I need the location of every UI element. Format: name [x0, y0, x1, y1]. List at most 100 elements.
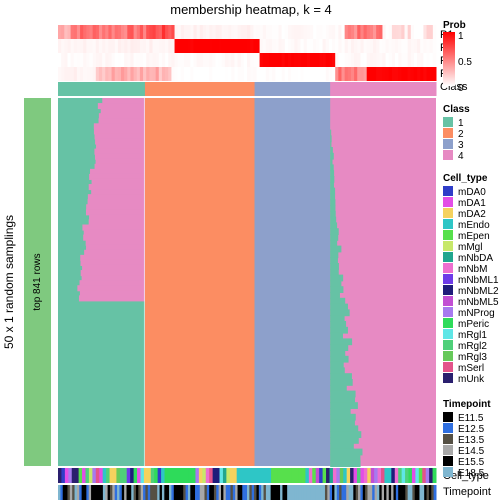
prob-cell: [281, 25, 286, 39]
legend-swatch-timepoint: [443, 467, 453, 477]
prob-cell: [259, 53, 264, 67]
cell-type-cell: [137, 468, 141, 483]
cell-type-cell: [274, 468, 279, 483]
cell-type-cell: [319, 468, 324, 483]
prob-cell: [357, 39, 361, 53]
prob-cell: [237, 39, 242, 53]
prob-cell: [61, 39, 65, 53]
row-group-bar: [24, 98, 51, 466]
heatmap-row-slice: [330, 158, 333, 166]
cell-type-cell: [178, 468, 183, 483]
heatmap-row-slice: [330, 129, 332, 137]
heatmap-row-slice: [80, 270, 145, 277]
cell-type-cell: [205, 468, 210, 483]
prob-cell: [234, 53, 239, 67]
prob-cell: [83, 67, 87, 81]
heatmap-row-slice: [330, 448, 363, 456]
cell-type-cell: [322, 468, 327, 483]
timepoint-cell: [282, 485, 286, 500]
prob-cell: [247, 39, 251, 53]
timepoint-cell: [225, 485, 229, 500]
cell-type-cell: [253, 468, 258, 483]
heatmap-row-slice: [330, 205, 336, 212]
prob-cell: [325, 25, 330, 39]
prob-cell: [171, 67, 176, 81]
legend-swatch-cell-type: [443, 252, 453, 262]
legend-swatch-timepoint: [443, 412, 453, 422]
timepoint-cell: [322, 485, 326, 500]
cell-type-cell: [88, 468, 93, 483]
timepoint-cell: [60, 485, 64, 500]
prob-cell: [234, 67, 239, 81]
timepoint-cell: [398, 485, 402, 500]
prob-cell: [369, 25, 374, 39]
prob-cell: [174, 25, 179, 39]
cell-type-cell: [161, 468, 166, 483]
timepoint-cell: [379, 485, 383, 500]
prob-cell: [224, 67, 229, 81]
timepoint-cell: [332, 485, 335, 500]
prob-cell: [124, 39, 128, 53]
timepoint-cell: [185, 485, 189, 500]
prob-cell: [149, 53, 153, 67]
cell-type-cell: [387, 468, 392, 483]
heatmap-row-slice: [330, 274, 344, 282]
prob-cell: [114, 39, 119, 53]
cell-type-cell: [408, 468, 413, 483]
timepoint-cell: [221, 485, 224, 500]
prob-cell: [322, 39, 327, 53]
prob-cell: [354, 67, 358, 81]
legend-label-timepoint: E18.5: [458, 468, 485, 479]
cell-type-cell: [277, 468, 282, 483]
timepoint-cell: [98, 485, 102, 500]
prob-cell: [95, 67, 100, 81]
cell-type-cell: [192, 468, 196, 483]
cell-type-cell: [339, 468, 344, 483]
timepoint-cell: [138, 485, 142, 500]
prob-cell: [420, 25, 424, 39]
cell-type-cell: [92, 468, 97, 483]
cell-type-cell: [381, 468, 385, 483]
prob-cell: [423, 53, 428, 67]
cell-type-cell: [295, 468, 300, 483]
timepoint-cell: [76, 485, 80, 500]
legend-label-class: 3: [458, 140, 464, 151]
prob-cell: [332, 39, 336, 53]
legend-label-cell-type: mNbML5: [458, 297, 499, 308]
heatmap-row-slice: [98, 118, 145, 125]
heatmap-row-slice: [81, 275, 145, 282]
heatmap-row-slice: [330, 390, 356, 398]
cell-type-cell: [112, 468, 117, 483]
prob-cell: [117, 67, 122, 81]
prob-cell: [265, 39, 270, 53]
legend-label-timepoint: E15.5: [458, 457, 485, 468]
prob-cell: [127, 25, 131, 39]
prob-tick-label: 1: [458, 31, 464, 42]
heatmap-row-slice: [98, 113, 145, 120]
legend-swatch-timepoint: [443, 456, 453, 466]
prob-cell: [369, 67, 374, 81]
timepoint-cell: [223, 485, 227, 500]
prob-cell: [300, 53, 305, 67]
cell-type-cell: [150, 468, 155, 483]
legend-swatch-cell-type: [443, 285, 453, 295]
cell-type-cell: [58, 468, 62, 483]
timepoint-cell: [147, 485, 151, 500]
prob-cell: [224, 53, 229, 67]
heatmap-row-slice: [78, 295, 145, 302]
prob-color-bar: [443, 32, 455, 86]
timepoint-cell: [202, 485, 205, 500]
prob-cell: [363, 39, 368, 53]
prob-cell: [316, 39, 320, 53]
timepoint-cell: [291, 485, 295, 500]
legend-label-class: 2: [458, 129, 464, 140]
prob-cell: [341, 53, 346, 67]
prob-cell: [322, 25, 327, 39]
cell-type-cell: [291, 468, 296, 483]
class-segment-2: [144, 82, 256, 96]
timepoint-cell: [421, 485, 425, 500]
prob-cell: [335, 39, 339, 53]
heatmap-row-slice: [80, 254, 145, 261]
prob-cell: [89, 67, 94, 81]
prob-cell: [398, 25, 402, 39]
